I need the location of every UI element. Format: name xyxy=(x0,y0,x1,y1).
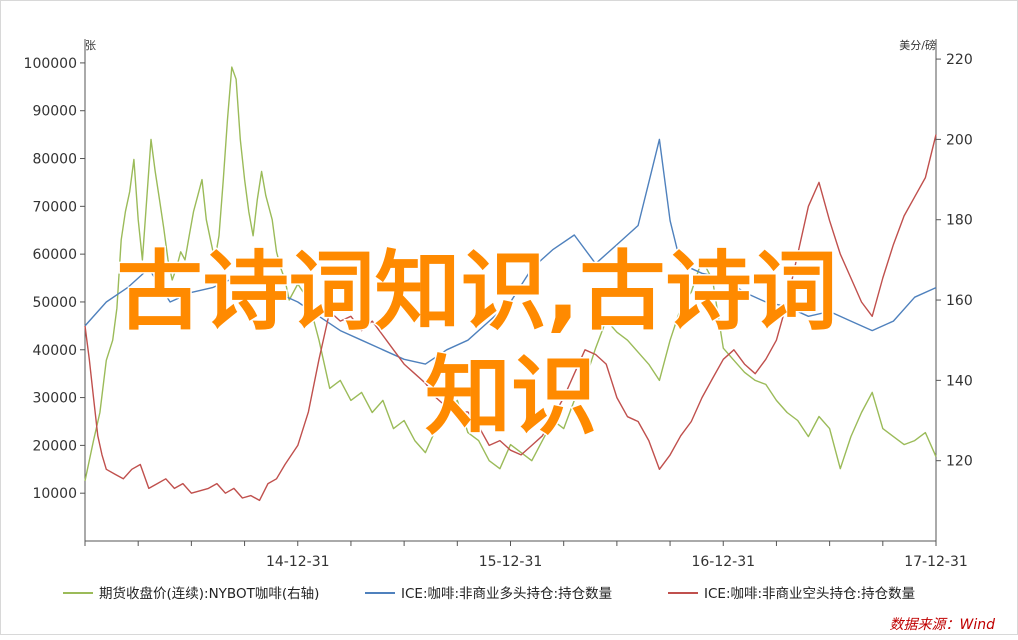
left-tick-label: 70000 xyxy=(32,199,77,215)
x-tick-label: 16-12-31 xyxy=(691,554,755,570)
left-tick-label: 80000 xyxy=(32,152,77,168)
x-tick-label: 15-12-31 xyxy=(479,554,543,570)
right-tick-label: 140 xyxy=(946,373,973,389)
right-tick-label: 160 xyxy=(946,293,973,309)
series-line-1 xyxy=(84,66,937,481)
left-tick-label: 30000 xyxy=(32,391,77,407)
left-tick-label: 60000 xyxy=(32,247,77,263)
legend: 期货收盘价(连续):NYBOT咖啡(右轴) ICE:咖啡:非商业多头持仓:持仓数量… xyxy=(63,585,915,602)
x-tick-label: 17-12-31 xyxy=(904,554,968,570)
series-line-3 xyxy=(84,134,937,502)
right-tick-label: 180 xyxy=(946,213,973,229)
left-tick-label: 40000 xyxy=(32,343,77,359)
left-tick-label: 90000 xyxy=(32,104,77,120)
right-axis-unit: 美分/磅 xyxy=(899,38,936,52)
left-tick-label: 20000 xyxy=(32,438,77,454)
legend-label-2: ICE:咖啡:非商业多头持仓:持仓数量 xyxy=(401,585,612,602)
watermark-line-2: 知识 xyxy=(425,347,597,447)
right-tick-label: 220 xyxy=(946,52,973,68)
left-tick-label: 10000 xyxy=(32,486,77,502)
source-note: 数据来源：Wind xyxy=(890,617,996,633)
legend-label-3: ICE:咖啡:非商业空头持仓:持仓数量 xyxy=(704,586,915,602)
left-tick-label: 50000 xyxy=(32,295,77,311)
watermark-line-1: 古诗词知识,古诗词 xyxy=(117,242,838,342)
left-tick-label: 100000 xyxy=(24,56,77,72)
series-layer xyxy=(84,66,937,502)
series-line-2 xyxy=(84,138,937,365)
x-tick-label: 14-12-31 xyxy=(266,554,330,570)
legend-label-1: 期货收盘价(连续):NYBOT咖啡(右轴) xyxy=(99,585,319,602)
axes: 10000 20000 30000 40000 50000 60000 70000 80000… xyxy=(24,39,973,570)
left-axis-unit: 张 xyxy=(85,39,96,52)
right-tick-label: 120 xyxy=(946,454,973,470)
right-tick-label: 200 xyxy=(946,132,973,148)
